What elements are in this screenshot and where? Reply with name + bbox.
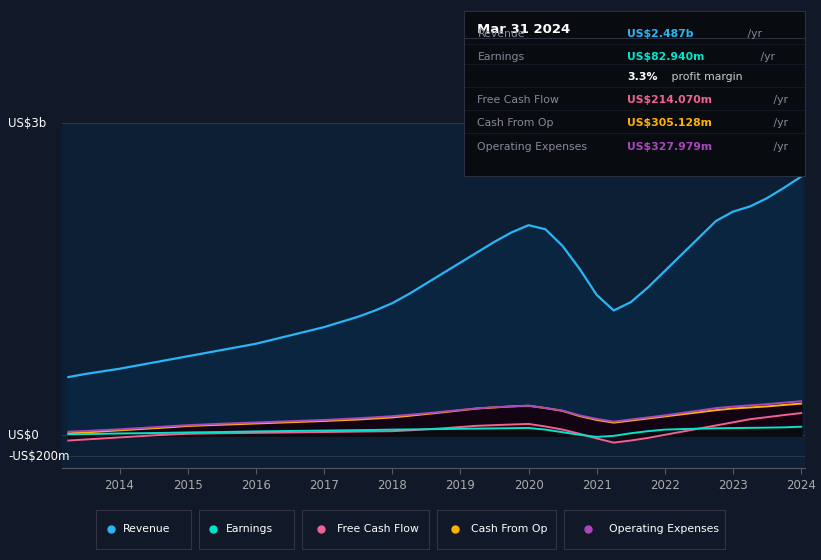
Text: /yr: /yr: [757, 53, 775, 62]
Text: -US$200m: -US$200m: [8, 450, 70, 463]
Text: US$3b: US$3b: [8, 116, 47, 130]
Text: Operating Expenses: Operating Expenses: [609, 524, 719, 534]
Text: Revenue: Revenue: [478, 29, 525, 39]
Text: /yr: /yr: [770, 119, 788, 128]
Text: US$0: US$0: [8, 429, 39, 442]
Text: Earnings: Earnings: [478, 53, 525, 62]
Text: /yr: /yr: [770, 95, 788, 105]
Text: Revenue: Revenue: [123, 524, 171, 534]
Text: /yr: /yr: [770, 142, 788, 152]
Text: Operating Expenses: Operating Expenses: [478, 142, 588, 152]
Text: US$82.940m: US$82.940m: [627, 53, 704, 62]
Text: Mar 31 2024: Mar 31 2024: [478, 23, 571, 36]
Text: US$305.128m: US$305.128m: [627, 119, 713, 128]
Text: Free Cash Flow: Free Cash Flow: [478, 95, 559, 105]
Text: US$2.487b: US$2.487b: [627, 29, 694, 39]
Text: Cash From Op: Cash From Op: [478, 119, 554, 128]
Text: Cash From Op: Cash From Op: [470, 524, 547, 534]
Text: profit margin: profit margin: [668, 72, 743, 82]
Text: 3.3%: 3.3%: [627, 72, 658, 82]
Text: Free Cash Flow: Free Cash Flow: [337, 524, 420, 534]
Text: /yr: /yr: [744, 29, 762, 39]
Text: US$214.070m: US$214.070m: [627, 95, 713, 105]
Text: Earnings: Earnings: [226, 524, 273, 534]
Text: US$327.979m: US$327.979m: [627, 142, 713, 152]
